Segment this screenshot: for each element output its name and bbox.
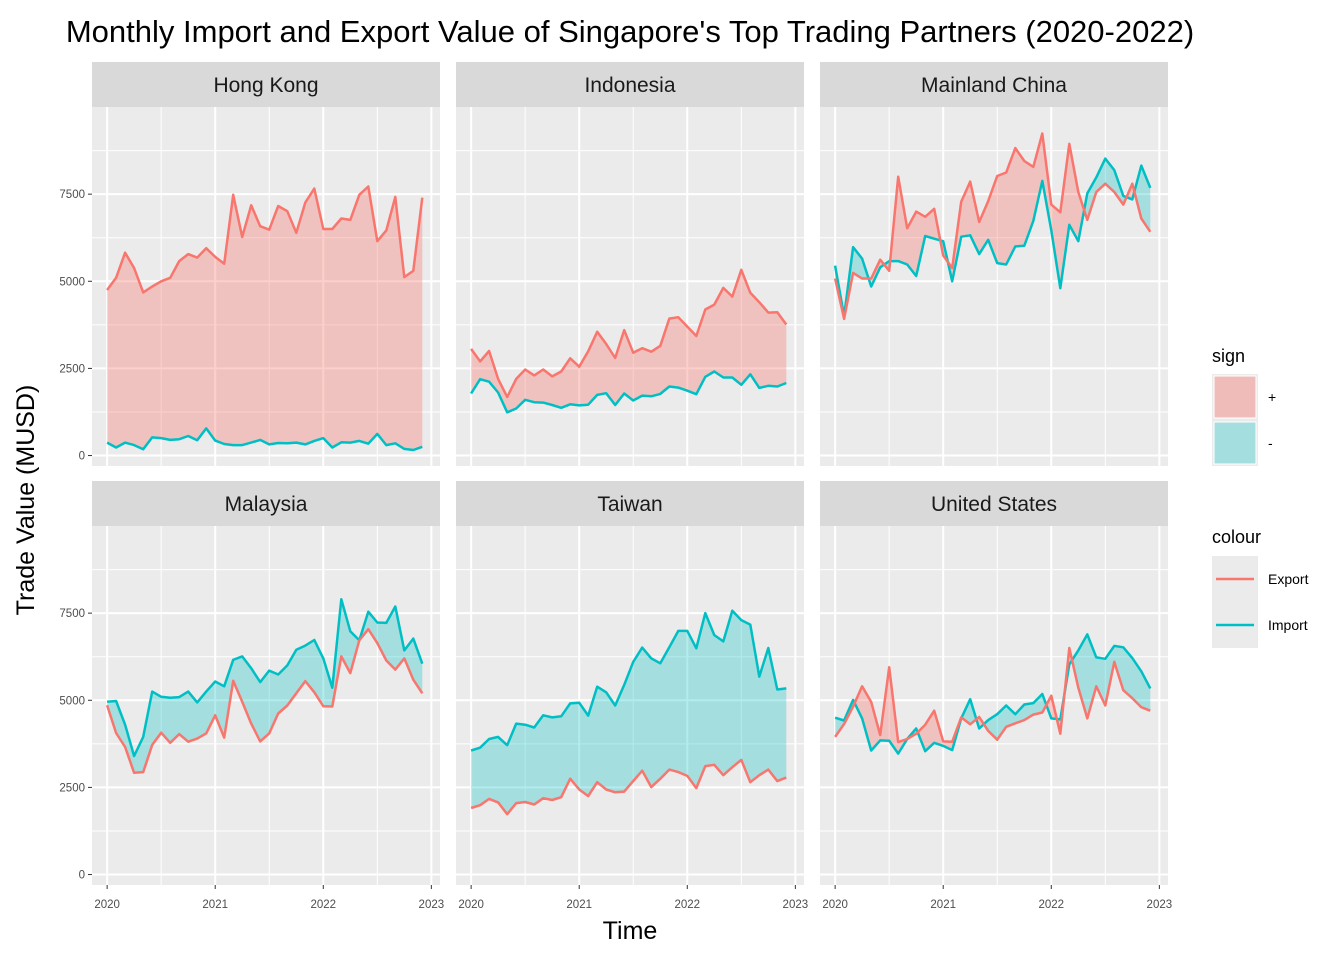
panel-bg-indonesia bbox=[456, 107, 804, 466]
x-axis-title: Time bbox=[603, 917, 658, 945]
ribbon-plus-united-states-1 bbox=[854, 667, 908, 754]
ribbon-plus-mainland-china-3 bbox=[890, 176, 941, 276]
legend-sign-title: sign bbox=[1212, 346, 1245, 366]
strip-label-taiwan: Taiwan bbox=[597, 493, 662, 516]
panel-bg-mainland-china bbox=[820, 107, 1168, 466]
legend-key-minus-bg bbox=[1212, 420, 1258, 466]
import-line-hong-kong bbox=[106, 427, 423, 452]
ribbon-minus-mainland-china-8 bbox=[1134, 165, 1151, 232]
ribbon-minus-mainland-china-0 bbox=[835, 247, 869, 319]
x-tick-label: 2023 bbox=[1147, 899, 1173, 911]
export-line-taiwan bbox=[470, 758, 787, 816]
x-tick-label: 2020 bbox=[822, 899, 848, 911]
strip-label-mainland-china: Mainland China bbox=[921, 74, 1067, 97]
legend-colour-title: colour bbox=[1212, 527, 1261, 547]
y-tick-label: 2500 bbox=[59, 782, 85, 794]
legend-label-import: Import bbox=[1268, 617, 1308, 633]
x-tick-label: 2023 bbox=[783, 899, 809, 911]
y-tick-label: 0 bbox=[79, 870, 85, 882]
export-line-malaysia bbox=[105, 627, 424, 775]
strip-bg-taiwan bbox=[456, 481, 804, 526]
import-line-taiwan bbox=[470, 609, 787, 752]
ribbon-plus-hong-kong-0 bbox=[107, 186, 423, 450]
strip-bg-indonesia bbox=[456, 62, 804, 107]
legend-label-plus: + bbox=[1268, 389, 1276, 405]
legend-label-export: Export bbox=[1268, 571, 1309, 587]
import-line-united-states bbox=[834, 633, 1152, 755]
facet-malaysia: Malaysia 0 2500 5000 7500 2020 2021 2022 2023 bbox=[59, 481, 444, 911]
facet-indonesia: Indonesia bbox=[456, 62, 804, 466]
facet-taiwan: Taiwan 2020 2021 2022 2023 bbox=[456, 481, 808, 911]
ribbon-minus-taiwan-0 bbox=[471, 610, 787, 815]
strip-bg-malaysia bbox=[92, 481, 440, 526]
import-line-malaysia bbox=[107, 597, 424, 758]
export-line-indonesia bbox=[470, 268, 788, 399]
y-tick-label: 7500 bbox=[59, 608, 85, 620]
ribbon-minus-united-states-4 bbox=[961, 699, 977, 725]
legend-colour: colour Export Import bbox=[1212, 527, 1309, 648]
y-tick-label: 7500 bbox=[59, 189, 85, 201]
x-tick-label: 2021 bbox=[202, 899, 228, 911]
ribbon-minus-united-states-6 bbox=[983, 694, 1047, 740]
ribbon-plus-indonesia-0 bbox=[471, 269, 787, 413]
export-line-mainland-china bbox=[833, 132, 1152, 321]
legend-label-minus: - bbox=[1268, 435, 1273, 451]
strip-bg-mainland-china bbox=[820, 62, 1168, 107]
x-tick-label: 2023 bbox=[419, 899, 445, 911]
x-tick-label: 2021 bbox=[566, 899, 592, 911]
import-line-mainland-china bbox=[833, 157, 1152, 318]
y-axis-title: Trade Value (MUSD) bbox=[12, 385, 40, 616]
x-tick-label: 2020 bbox=[94, 899, 120, 911]
x-tick-label: 2022 bbox=[674, 899, 700, 911]
ribbon-minus-malaysia-2 bbox=[359, 606, 423, 694]
strip-label-malaysia: Malaysia bbox=[225, 493, 308, 516]
y-tick-label: 0 bbox=[79, 451, 85, 463]
legend-key-plus-bg bbox=[1212, 374, 1258, 420]
facet-panels: Hong Kong 0 2500 5000 7500 Indonesia Mainland … bbox=[59, 62, 1172, 911]
legend-key-minus bbox=[1213, 421, 1257, 465]
x-tick-label: 2022 bbox=[1038, 899, 1064, 911]
strip-label-indonesia: Indonesia bbox=[584, 74, 675, 97]
y-tick-label: 2500 bbox=[59, 363, 85, 375]
panel-bg-taiwan bbox=[456, 526, 804, 885]
facet-mainland-china: Mainland China bbox=[820, 62, 1168, 466]
x-tick-label: 2021 bbox=[930, 899, 956, 911]
import-line-indonesia bbox=[470, 370, 787, 414]
chart-title: Monthly Import and Export Value of Singa… bbox=[66, 14, 1194, 49]
y-tick-label: 5000 bbox=[59, 695, 85, 707]
legend-key-plus bbox=[1213, 375, 1257, 419]
panel-bg-united-states bbox=[820, 526, 1168, 885]
facet-united-states: United States 2020 2021 2022 2023 bbox=[820, 481, 1172, 911]
ribbon-minus-malaysia-0 bbox=[107, 599, 360, 773]
legend-sign: sign + - bbox=[1212, 346, 1276, 466]
x-tick-label: 2020 bbox=[458, 899, 484, 911]
export-line-united-states bbox=[834, 646, 1151, 744]
ribbon-plus-united-states-9 bbox=[1064, 648, 1072, 694]
strip-label-hong-kong: Hong Kong bbox=[213, 74, 318, 97]
x-tick-label: 2022 bbox=[310, 899, 336, 911]
export-line-hong-kong bbox=[106, 185, 424, 294]
strip-bg-united-states bbox=[820, 481, 1168, 526]
y-tick-label: 5000 bbox=[59, 276, 85, 288]
strip-label-united-states: United States bbox=[931, 493, 1057, 516]
facet-hong-kong: Hong Kong 0 2500 5000 7500 bbox=[59, 62, 440, 466]
strip-bg-hong-kong bbox=[92, 62, 440, 107]
